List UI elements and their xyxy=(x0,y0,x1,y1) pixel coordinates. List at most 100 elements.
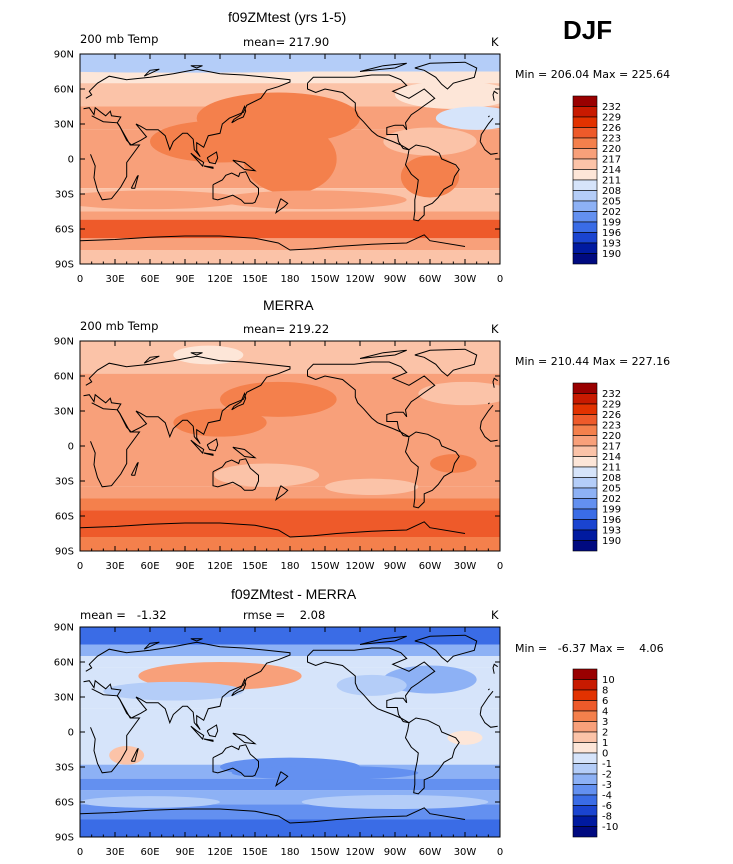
colorbar-swatch xyxy=(572,710,598,722)
coastline xyxy=(83,641,490,731)
colorbar-swatch xyxy=(572,540,598,552)
coastline xyxy=(492,663,498,674)
colorbar-swatch xyxy=(572,232,598,244)
colorbar-swatch xyxy=(572,731,598,743)
colorbar-swatch xyxy=(572,700,598,712)
x-tick-label: 180 xyxy=(280,274,299,285)
colorbar-label: 190 xyxy=(602,536,621,547)
panel-2-title: MERRA xyxy=(263,297,314,313)
x-tick-label: 150E xyxy=(242,274,267,285)
coastline xyxy=(80,234,466,251)
y-tick-label: 90N xyxy=(54,50,74,61)
colorbar-label: -10 xyxy=(602,822,618,833)
colorbar-swatch xyxy=(572,487,598,499)
x-tick-label: 60E xyxy=(140,561,159,572)
colorbar-label: 3 xyxy=(602,717,608,728)
colorbar-swatch xyxy=(572,148,598,160)
colorbar-swatch xyxy=(572,211,598,223)
panel-3-units: K xyxy=(491,608,499,622)
coastline xyxy=(203,165,214,169)
field-blob xyxy=(80,58,419,73)
x-tick-label: 30W xyxy=(454,847,477,858)
x-tick-label: 30E xyxy=(105,561,124,572)
y-tick-label: 30N xyxy=(54,407,74,418)
x-tick-label: 60E xyxy=(140,274,159,285)
colorbar-swatch xyxy=(572,435,598,447)
panel-2-units: K xyxy=(491,322,499,336)
y-tick-label: 60S xyxy=(55,798,74,809)
field-blob xyxy=(173,345,244,365)
x-tick-label: 150W xyxy=(311,847,340,858)
x-tick-label: 30E xyxy=(105,274,124,285)
x-tick-label: 90E xyxy=(175,847,194,858)
field-blob xyxy=(447,730,483,745)
x-tick-label: 180 xyxy=(280,561,299,572)
coastline xyxy=(307,361,436,438)
coastline xyxy=(359,635,407,645)
field-band xyxy=(80,355,500,374)
colorbar-swatch xyxy=(572,721,598,733)
colorbar-swatch xyxy=(572,763,598,775)
panel-2-colorbar: 2322292262232202172142112082052021991961… xyxy=(572,382,621,552)
coastline xyxy=(275,485,289,502)
panel-2-mean-label: mean= 219.22 xyxy=(243,322,330,336)
colorbar-label: 196 xyxy=(602,515,621,526)
coastline xyxy=(90,115,498,201)
panel-1-mean-label: mean= 217.90 xyxy=(243,35,330,49)
colorbar-swatch xyxy=(572,529,598,541)
field-blob xyxy=(231,765,419,780)
colorbar-swatch xyxy=(572,116,598,128)
field-blob xyxy=(325,478,419,495)
colorbar-label: 8 xyxy=(602,686,608,697)
coastline xyxy=(190,725,205,740)
colorbar-swatch xyxy=(572,477,598,489)
colorbar-swatch xyxy=(572,668,598,680)
field-blob xyxy=(103,681,244,701)
y-tick-label: 90S xyxy=(55,547,74,558)
colorbar-swatch xyxy=(572,466,598,478)
field-band xyxy=(80,708,500,750)
x-tick-label: 90W xyxy=(384,847,407,858)
colorbar-swatch xyxy=(572,393,598,405)
coastline xyxy=(492,377,498,388)
x-tick-label: 150W xyxy=(311,561,340,572)
colorbar-label: 208 xyxy=(602,186,621,197)
x-tick-label: 90E xyxy=(175,274,194,285)
colorbar-label: 211 xyxy=(602,176,621,187)
colorbar-label: 202 xyxy=(602,494,621,505)
colorbar-label: 208 xyxy=(602,473,621,484)
coastline xyxy=(206,438,219,452)
colorbar-swatch xyxy=(572,190,598,202)
colorbar-label: 217 xyxy=(602,155,621,166)
colorbar-swatch xyxy=(572,689,598,701)
y-tick-label: 60N xyxy=(54,372,74,383)
colorbar-label: 190 xyxy=(602,249,621,260)
colorbar-label: 2 xyxy=(602,728,608,739)
coastline xyxy=(80,521,466,538)
y-tick-label: 0 xyxy=(68,728,74,739)
field-blob xyxy=(400,155,460,198)
colorbar-swatch xyxy=(572,424,598,436)
coastline xyxy=(190,638,203,642)
field-band xyxy=(80,211,500,220)
colorbar-swatch xyxy=(572,253,598,265)
y-tick-label: 0 xyxy=(68,155,74,166)
x-tick-label: 0 xyxy=(497,561,503,572)
coastline xyxy=(414,348,478,377)
field-blob xyxy=(173,408,267,437)
coastline xyxy=(232,732,257,745)
panel-1-map: 0 30E 60E 90E 120E 150E 180 150W 120W 90W 60W 30W 09… xyxy=(54,50,503,286)
colorbar-swatch xyxy=(572,773,598,785)
panel-1-variable-label: 200 mb Temp xyxy=(80,32,159,46)
colorbar-swatch xyxy=(572,169,598,181)
coastline xyxy=(130,461,139,476)
colorbar-swatch xyxy=(572,679,598,691)
colorbar-label: 226 xyxy=(602,123,621,134)
colorbar-swatch xyxy=(572,414,598,426)
colorbar-label: 199 xyxy=(602,218,621,229)
field-band xyxy=(80,778,500,791)
coastline xyxy=(212,744,259,777)
y-tick-label: 60N xyxy=(54,658,74,669)
x-tick-label: 120W xyxy=(346,561,375,572)
